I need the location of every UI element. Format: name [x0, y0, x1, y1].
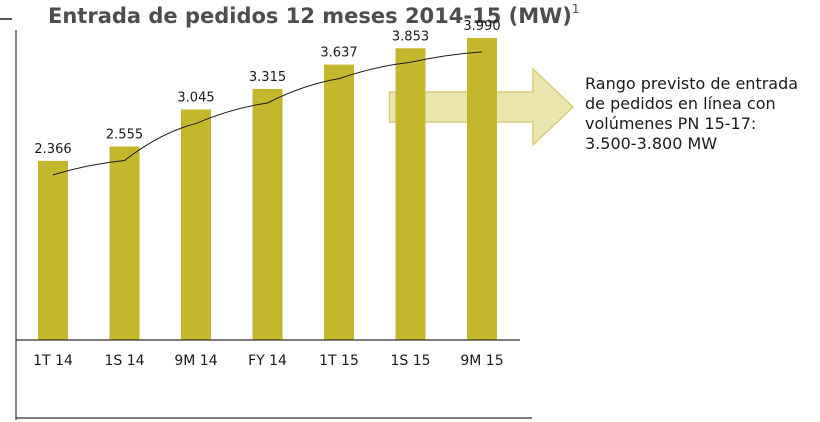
chart-title: Entrada de pedidos 12 meses 2014-15 (MW)… [48, 2, 580, 28]
trend-line [52, 51, 483, 176]
chart-title-text: Entrada de pedidos 12 meses 2014-15 (MW) [48, 4, 572, 28]
category-label: 9M 14 [174, 353, 217, 369]
bar-1s-15 [395, 48, 426, 340]
bar-9m-14 [181, 109, 211, 340]
value-label: 3.045 [177, 90, 214, 105]
category-label: 9M 15 [460, 353, 503, 369]
forecast-note-line-2: de pedidos en línea con [585, 94, 776, 113]
bar-9m-15 [467, 37, 497, 341]
bar-1s-14 [109, 146, 140, 340]
value-label: 3.853 [392, 29, 429, 44]
bar-1t-14 [38, 160, 68, 340]
value-label: 3.637 [320, 46, 357, 61]
category-label: 1S 15 [390, 353, 430, 369]
value-label: 2.555 [106, 128, 143, 143]
value-label: 3.315 [249, 70, 286, 85]
category-label: FY 14 [248, 353, 287, 369]
category-label: 1T 14 [33, 353, 73, 369]
category-label: 1S 14 [104, 353, 144, 369]
forecast-note-line-4: 3.500-3.800 MW [585, 134, 718, 153]
bar-1t-15 [324, 64, 354, 341]
forecast-note-line-1: Rango previsto de entrada [585, 74, 799, 93]
value-label: 3.990 [463, 19, 500, 34]
forecast-note-line-3: volúmenes PN 15-17: [585, 114, 757, 133]
forecast-note: Rango previsto de entrada de pedidos en … [585, 74, 815, 154]
title-footnote-marker: 1 [571, 2, 580, 16]
bar-fy-14 [252, 89, 283, 340]
value-label: 2.366 [34, 142, 71, 157]
corner-tick [0, 18, 12, 20]
category-label: 1T 15 [319, 353, 359, 369]
